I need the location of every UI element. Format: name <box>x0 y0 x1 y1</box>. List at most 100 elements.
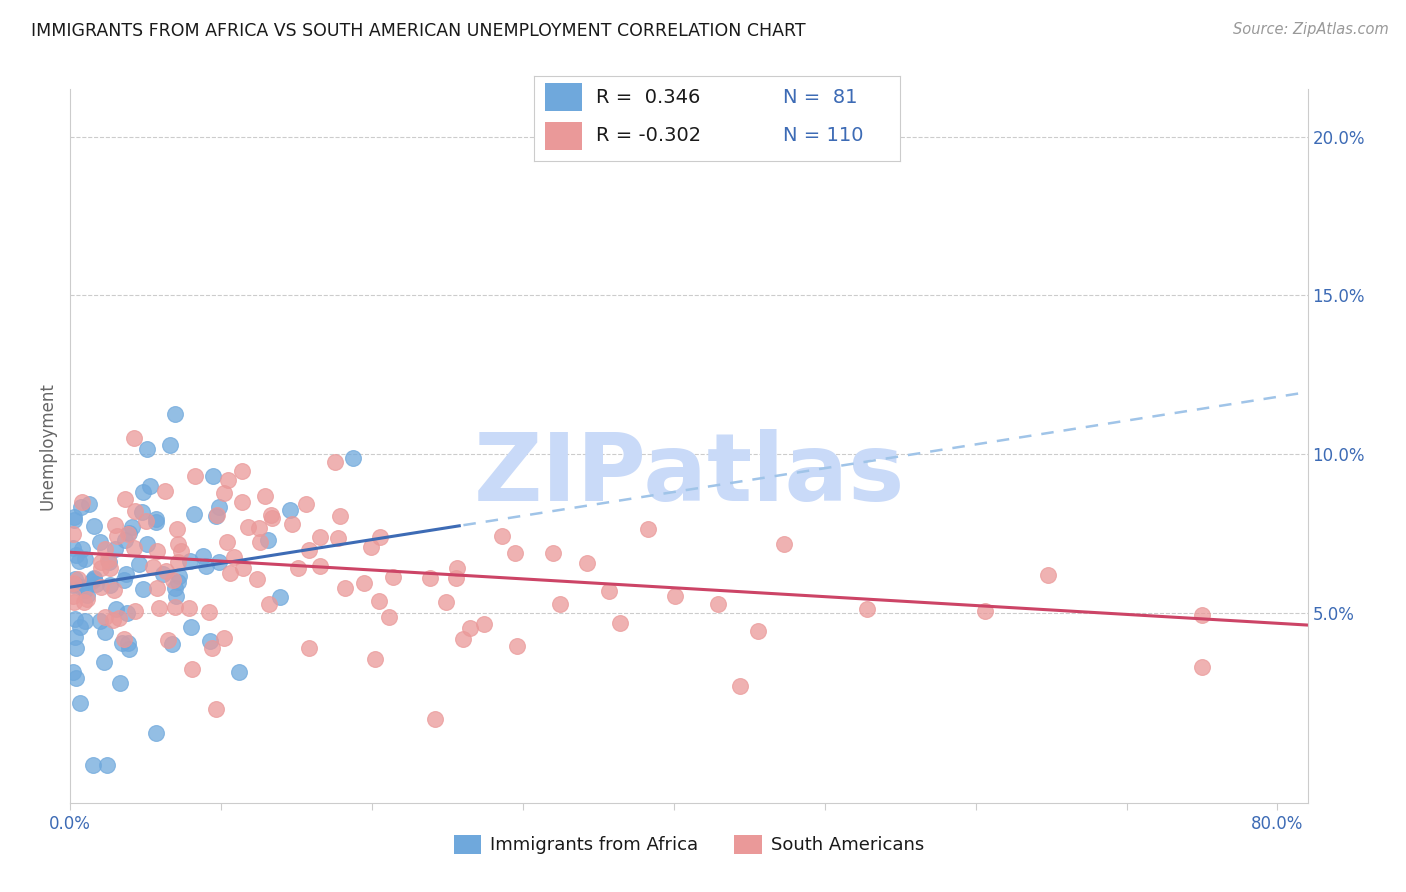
Point <box>973 603 995 617</box>
Legend: Immigrants from Africa, South Americans: Immigrants from Africa, South Americans <box>447 828 931 862</box>
Text: Source: ZipAtlas.com: Source: ZipAtlas.com <box>1233 22 1389 37</box>
Point <box>152 567 174 582</box>
Point <box>93 655 115 669</box>
Point <box>73 583 96 598</box>
Point <box>145 543 167 558</box>
Point <box>112 632 135 646</box>
Point <box>747 624 769 638</box>
Point <box>114 491 136 506</box>
Point <box>446 561 468 575</box>
Point <box>139 478 162 492</box>
Point <box>598 583 620 598</box>
Point <box>108 611 131 625</box>
Point <box>309 531 332 545</box>
Point <box>287 561 309 575</box>
Point <box>98 555 121 569</box>
Point <box>260 510 283 524</box>
Point <box>329 508 352 523</box>
Point <box>205 509 228 524</box>
Point <box>378 609 401 624</box>
Point <box>503 546 526 560</box>
Point <box>575 557 598 571</box>
Point <box>62 541 84 555</box>
Point <box>101 613 124 627</box>
Point <box>122 541 145 555</box>
Point <box>98 578 121 592</box>
Point <box>94 610 117 624</box>
Point <box>156 632 179 647</box>
Point <box>111 636 134 650</box>
Point <box>434 595 457 609</box>
Point <box>257 597 280 611</box>
Text: N = 110: N = 110 <box>783 127 863 145</box>
Point <box>117 635 139 649</box>
Point <box>472 616 495 631</box>
Point <box>148 601 170 615</box>
Point <box>159 438 181 452</box>
Point <box>181 662 204 676</box>
Point <box>76 588 98 602</box>
Point <box>183 507 205 521</box>
Point <box>706 597 728 611</box>
Point <box>136 442 159 457</box>
Point <box>165 599 187 614</box>
Point <box>84 577 107 591</box>
Point <box>201 468 224 483</box>
Point <box>309 559 332 574</box>
Point <box>62 589 84 603</box>
Point <box>69 620 91 634</box>
Point <box>63 509 86 524</box>
Point <box>184 469 207 483</box>
Point <box>72 494 94 508</box>
Point <box>368 594 391 608</box>
Point <box>609 615 631 630</box>
Point <box>162 573 184 587</box>
Point <box>323 455 346 469</box>
Point <box>204 702 226 716</box>
Y-axis label: Unemployment: Unemployment <box>38 382 56 510</box>
Point <box>110 676 132 690</box>
Point <box>83 571 105 585</box>
Point <box>80 574 103 589</box>
Point <box>231 465 253 479</box>
Point <box>194 559 217 574</box>
Point <box>104 517 127 532</box>
Point <box>160 637 183 651</box>
Point <box>368 531 391 545</box>
Point <box>548 597 571 611</box>
Point <box>664 589 686 603</box>
Point <box>115 566 138 581</box>
Point <box>75 614 97 628</box>
Point <box>208 555 231 569</box>
Point <box>83 519 105 533</box>
Point <box>451 632 474 646</box>
Point <box>118 526 141 541</box>
Point <box>124 504 146 518</box>
Point <box>69 696 91 710</box>
Point <box>856 601 879 615</box>
Point <box>773 536 796 550</box>
Point <box>259 508 281 522</box>
Point <box>62 595 84 609</box>
Point <box>70 541 93 556</box>
Point <box>89 535 111 549</box>
Point <box>212 486 235 500</box>
Point <box>177 601 200 615</box>
Point <box>132 484 155 499</box>
Point <box>382 570 405 584</box>
Bar <box>546 121 582 151</box>
Point <box>145 515 167 529</box>
Point <box>77 497 100 511</box>
Bar <box>546 83 582 112</box>
Point <box>218 566 240 580</box>
Point <box>1036 568 1059 582</box>
Point <box>637 523 659 537</box>
Text: R =  0.346: R = 0.346 <box>596 87 700 106</box>
Point <box>191 549 214 563</box>
Point <box>1191 607 1213 622</box>
Point <box>207 508 229 523</box>
Point <box>112 573 135 587</box>
Point <box>167 537 190 551</box>
Point <box>65 548 87 562</box>
Point <box>165 589 187 603</box>
